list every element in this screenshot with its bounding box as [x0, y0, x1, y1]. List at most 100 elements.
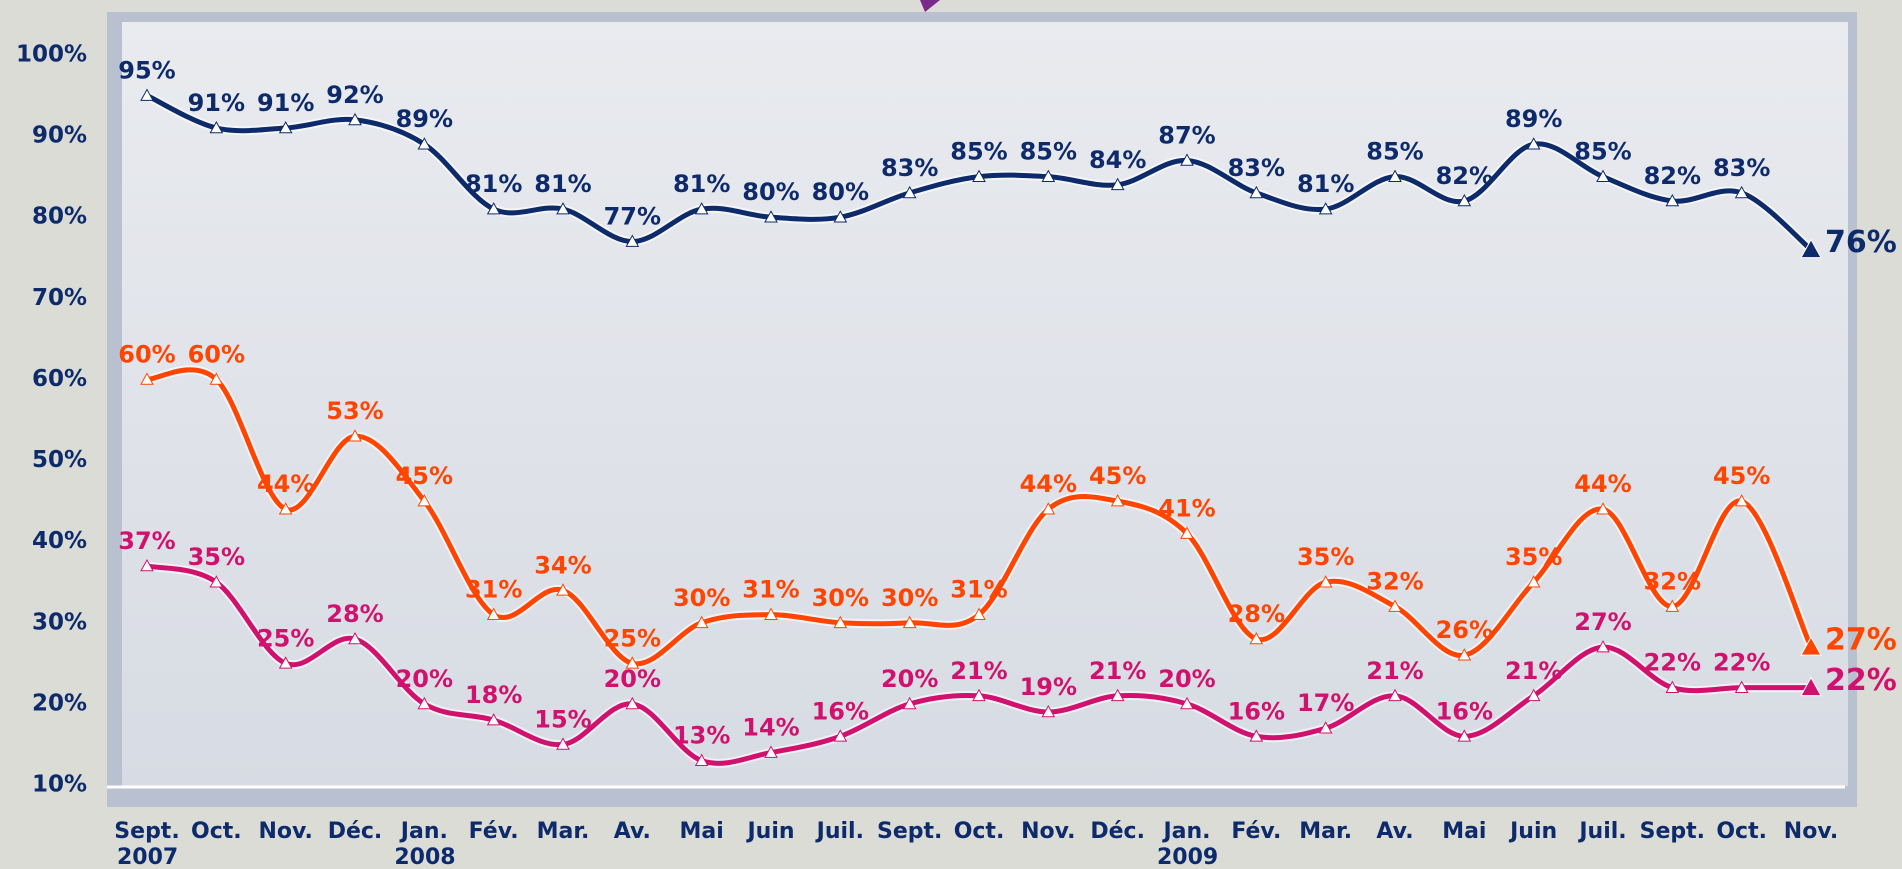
data-label: 32% [1644, 568, 1701, 596]
data-label: 85% [1574, 138, 1631, 166]
data-label: 83% [1713, 154, 1770, 182]
data-label: 60% [188, 340, 245, 368]
chart: 10%20%30%40%50%60%70%80%90%100%Sept.2007… [0, 0, 1902, 869]
data-label: 22% [1644, 649, 1701, 677]
data-label: 30% [881, 584, 938, 612]
data-label: 82% [1436, 162, 1493, 190]
x-year-label: 2007 [117, 845, 178, 869]
x-tick-label: Sept. [877, 819, 942, 844]
data-label: 22% [1713, 649, 1770, 677]
x-tick-label: Mar. [537, 819, 590, 844]
data-label: 81% [534, 170, 591, 198]
data-label: 83% [1228, 154, 1285, 182]
x-tick-label: Oct. [954, 819, 1005, 844]
data-label: 25% [257, 624, 314, 652]
data-label: 87% [1158, 121, 1215, 149]
x-tick-label: Jan. [399, 819, 448, 844]
data-label: 16% [1436, 697, 1493, 725]
y-tick-label: 80% [32, 204, 87, 230]
data-label: 92% [326, 81, 383, 109]
data-label: 35% [1505, 543, 1562, 571]
data-label: 21% [1505, 657, 1562, 685]
data-label: 82% [1644, 162, 1701, 190]
x-year-label: 2008 [394, 845, 455, 869]
data-label: 45% [396, 462, 453, 490]
data-label: 20% [396, 665, 453, 693]
data-label: 44% [1574, 470, 1631, 498]
data-label: 17% [1297, 689, 1354, 717]
data-label: 44% [257, 470, 314, 498]
data-label: 35% [188, 543, 245, 571]
x-tick-label: Nov. [1784, 819, 1838, 844]
data-label: 21% [1089, 657, 1146, 685]
data-label: 80% [812, 178, 869, 206]
y-tick-label: 10% [32, 772, 87, 798]
data-label: 60% [118, 340, 175, 368]
x-tick-label: Juin [1508, 819, 1557, 844]
data-label: 89% [396, 105, 453, 133]
x-tick-label: Juin [745, 819, 794, 844]
data-label: 81% [1297, 170, 1354, 198]
y-tick-label: 40% [32, 528, 87, 554]
x-tick-label: Fév. [469, 819, 519, 844]
x-tick-label: Déc. [328, 819, 383, 844]
data-label: 30% [812, 584, 869, 612]
x-tick-label: Jan. [1161, 819, 1210, 844]
x-tick-label: Oct. [191, 819, 242, 844]
y-tick-label: 100% [16, 42, 87, 68]
data-label: 20% [881, 665, 938, 693]
data-label: 13% [673, 722, 730, 750]
data-label: 45% [1089, 462, 1146, 490]
data-label: 31% [465, 576, 522, 604]
x-tick-label: Av. [1376, 819, 1413, 844]
data-label: 37% [118, 527, 175, 555]
data-label: 91% [257, 89, 314, 117]
x-tick-label: Mar. [1299, 819, 1352, 844]
data-label: 85% [1366, 138, 1423, 166]
data-label: 81% [465, 170, 522, 198]
data-label: 76% [1825, 225, 1897, 260]
data-label: 30% [673, 584, 730, 612]
data-label: 26% [1436, 616, 1493, 644]
data-label: 41% [1158, 495, 1215, 523]
data-label: 45% [1713, 462, 1770, 490]
x-tick-label: Sept. [114, 819, 179, 844]
data-label: 21% [1366, 657, 1423, 685]
x-year-label: 2009 [1157, 845, 1218, 869]
data-label: 18% [465, 681, 522, 709]
data-label: 32% [1366, 568, 1423, 596]
x-tick-label: Av. [614, 819, 651, 844]
x-tick-label: Mai [680, 819, 724, 844]
y-tick-label: 60% [32, 366, 87, 392]
x-tick-label: Nov. [1021, 819, 1075, 844]
x-tick-label: Fév. [1231, 819, 1281, 844]
data-label: 95% [118, 57, 175, 85]
y-tick-label: 50% [32, 447, 87, 473]
y-tick-label: 90% [32, 123, 87, 149]
data-label: 16% [812, 697, 869, 725]
data-label: 35% [1297, 543, 1354, 571]
data-label: 27% [1825, 623, 1897, 658]
data-label: 28% [1228, 600, 1285, 628]
data-label: 89% [1505, 105, 1562, 133]
data-label: 20% [604, 665, 661, 693]
data-label: 27% [1574, 608, 1631, 636]
x-tick-label: Nov. [258, 819, 312, 844]
data-label: 44% [1020, 470, 1077, 498]
data-label: 53% [326, 397, 383, 425]
y-tick-label: 30% [32, 609, 87, 635]
x-tick-label: Mai [1442, 819, 1486, 844]
data-label: 16% [1228, 697, 1285, 725]
x-tick-label: Juil. [815, 819, 864, 844]
x-tick-label: Oct. [1716, 819, 1767, 844]
data-label: 81% [673, 170, 730, 198]
data-label: 31% [742, 576, 799, 604]
data-label: 19% [1020, 673, 1077, 701]
x-tick-label: Sept. [1640, 819, 1705, 844]
data-label: 15% [534, 705, 591, 733]
data-label: 25% [604, 624, 661, 652]
data-label: 83% [881, 154, 938, 182]
data-label: 22% [1825, 663, 1897, 698]
x-tick-label: Juil. [1577, 819, 1626, 844]
data-label: 20% [1158, 665, 1215, 693]
